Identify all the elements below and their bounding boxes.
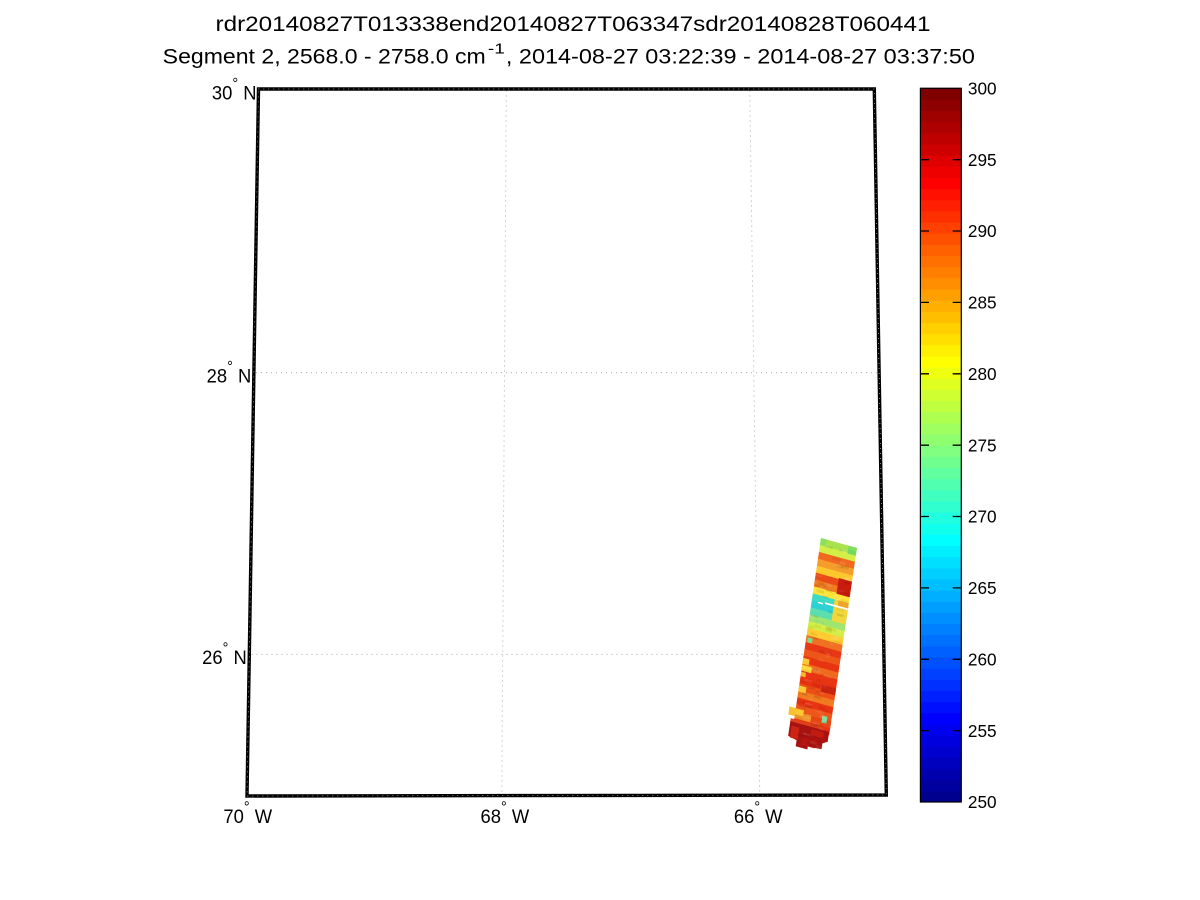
svg-text:290: 290 bbox=[968, 221, 997, 241]
svg-text:285: 285 bbox=[968, 293, 997, 313]
svg-text:260: 260 bbox=[968, 650, 997, 670]
svg-text:rdr20140827T013338end20140827T: rdr20140827T013338end20140827T063347sdr2… bbox=[216, 12, 931, 36]
svg-text:295: 295 bbox=[968, 150, 997, 170]
svg-text:280: 280 bbox=[968, 364, 997, 384]
svg-text:Segment 2, 2568.0 - 2758.0 cm: Segment 2, 2568.0 - 2758.0 cm bbox=[163, 44, 486, 68]
svg-text:275: 275 bbox=[968, 435, 997, 455]
svg-text:250: 250 bbox=[968, 792, 997, 812]
svg-text:255: 255 bbox=[968, 721, 997, 741]
svg-text:, 2014-08-27 03:22:39 - 2014-0: , 2014-08-27 03:22:39 - 2014-08-27 03:37… bbox=[506, 44, 975, 68]
svg-text:265: 265 bbox=[968, 578, 997, 598]
svg-text:270: 270 bbox=[968, 507, 997, 527]
svg-text:300: 300 bbox=[968, 79, 997, 99]
svg-text:-1: -1 bbox=[488, 41, 505, 58]
